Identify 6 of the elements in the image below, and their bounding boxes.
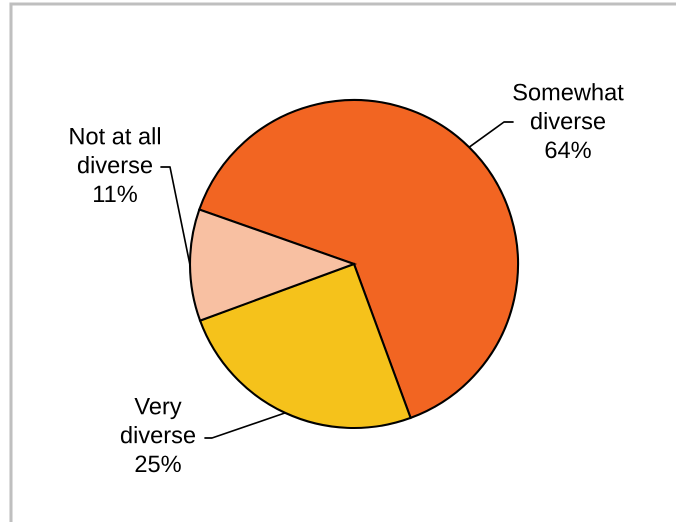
slice-label: Not at all diverse — [70, 127, 160, 174]
data-label: 64% — [546, 141, 591, 158]
data-label: 11% — [94, 186, 137, 202]
slice-label: Very diverse — [120, 398, 196, 444]
data-label: 25% — [136, 455, 181, 472]
slice-label: Somewhat diverse — [513, 83, 624, 130]
